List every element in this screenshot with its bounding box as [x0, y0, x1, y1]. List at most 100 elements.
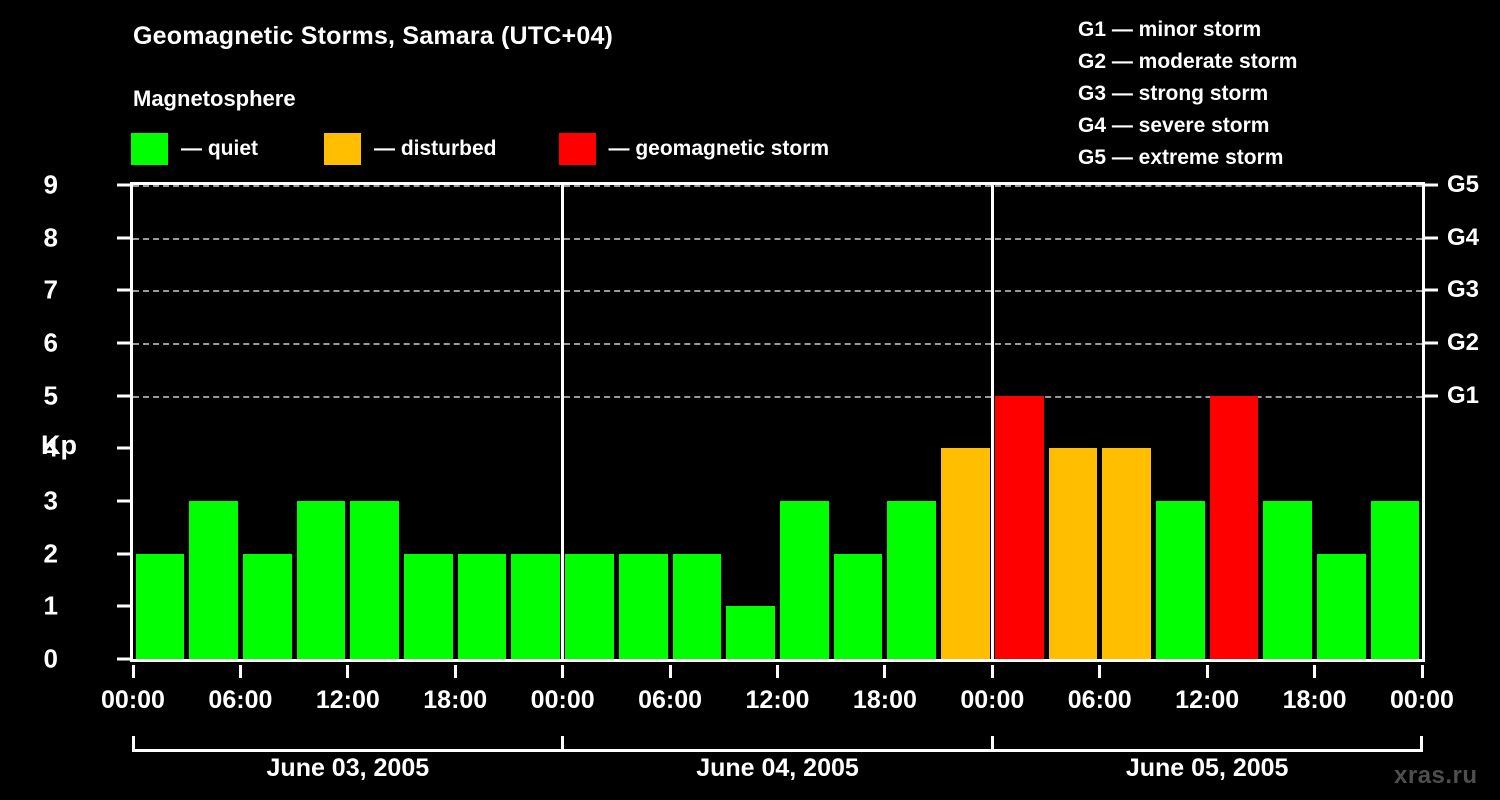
x-tick-label-2: 12:00 — [315, 686, 380, 714]
legend-swatch-storm — [558, 133, 596, 165]
x-tick-label-10: 12:00 — [1175, 686, 1240, 714]
x-tick-label-8: 00:00 — [960, 686, 1025, 714]
bar-6[interactable] — [457, 553, 507, 659]
y-tick-mark-8 — [117, 236, 130, 240]
bar-14[interactable] — [887, 501, 937, 659]
legend-heading: Magnetosphere — [133, 86, 296, 111]
x-tick-mark-5 — [668, 665, 672, 678]
x-tick-mark-10 — [1205, 665, 1209, 678]
legend-label-storm: — geomagnetic storm — [608, 137, 830, 160]
x-tick-mark-9 — [1098, 665, 1102, 678]
bar-10[interactable] — [672, 553, 722, 659]
day-label-1: June 04, 2005 — [696, 754, 859, 782]
bar-5[interactable] — [404, 553, 453, 659]
g-tick-mark-G2 — [1425, 341, 1438, 345]
y-tick-label-0: 0 — [43, 643, 58, 674]
bar-8[interactable] — [565, 553, 614, 659]
y-tick-mark-5 — [117, 394, 130, 398]
y-tick-label-5: 5 — [43, 380, 58, 411]
g-scale-legend: G1 — minor storm G2 — moderate storm G3 … — [1078, 14, 1297, 174]
bar-12[interactable] — [780, 501, 829, 659]
x-tick-label-9: 06:00 — [1067, 686, 1132, 714]
x-tick-label-5: 06:00 — [638, 686, 703, 714]
legend-label-quiet: — quiet — [181, 137, 258, 160]
y-tick-label-8: 8 — [43, 222, 58, 253]
y-tick-mark-3 — [117, 499, 130, 503]
bar-19[interactable] — [1155, 501, 1205, 659]
bar-3[interactable] — [296, 501, 346, 659]
g-tick-label-G4: G4 — [1447, 223, 1480, 251]
page-title: Geomagnetic Storms, Samara (UTC+04) — [133, 22, 614, 50]
x-tick-mark-4 — [561, 665, 565, 678]
y-tick-label-1: 1 — [43, 590, 58, 621]
bar-9[interactable] — [618, 553, 668, 659]
g-tick-label-G2: G2 — [1447, 329, 1480, 356]
bar-21[interactable] — [1263, 501, 1313, 659]
y-tick-mark-2 — [117, 552, 130, 556]
g-scale-row-g2: G2 — moderate storm — [1078, 50, 1298, 73]
y-tick-label-3: 3 — [43, 485, 58, 516]
g-tick-mark-G3 — [1425, 288, 1438, 292]
g-scale-row-g5: G5 — extreme storm — [1078, 146, 1284, 169]
x-tick-label-3: 18:00 — [423, 686, 488, 714]
x-tick-label-1: 06:00 — [208, 686, 273, 714]
plot-inner — [133, 185, 1422, 659]
y-tick-label-4: 4 — [43, 432, 58, 463]
g-tick-mark-G5 — [1425, 183, 1438, 187]
x-tick-label-7: 18:00 — [852, 686, 917, 714]
legend-item-quiet: — quiet — [131, 133, 258, 165]
watermark: xras.ru — [1394, 762, 1478, 789]
bar-2[interactable] — [242, 553, 292, 659]
g-scale-row-g3: G3 — strong storm — [1078, 82, 1269, 105]
bar-15[interactable] — [941, 448, 990, 659]
bar-4[interactable] — [350, 501, 400, 659]
x-tick-label-0: 00:00 — [101, 686, 165, 714]
bar-20[interactable] — [1209, 395, 1259, 659]
x-tick-mark-1 — [238, 665, 242, 678]
y-tick-label-6: 6 — [43, 327, 58, 358]
y-tick-mark-1 — [117, 604, 130, 608]
bar-22[interactable] — [1317, 553, 1366, 659]
x-tick-label-6: 12:00 — [745, 686, 810, 714]
bar-11[interactable] — [726, 606, 775, 659]
gridline-kp-8 — [133, 237, 1422, 240]
x-tick-mark-3 — [453, 665, 457, 678]
x-tick-mark-12 — [1420, 665, 1424, 678]
bar-23[interactable] — [1370, 501, 1420, 659]
x-tick-mark-8 — [990, 665, 994, 678]
x-tick-label-11: 18:00 — [1282, 686, 1347, 714]
y-tick-mark-4 — [117, 446, 130, 450]
g-tick-label-G3: G3 — [1447, 276, 1480, 304]
gridline-kp-9 — [133, 185, 1422, 187]
x-tick-label-12: 00:00 — [1390, 686, 1454, 714]
legend-item-storm: — geomagnetic storm — [558, 133, 830, 165]
legend-item-disturbed: — disturbed — [324, 133, 497, 165]
bar-16[interactable] — [994, 395, 1044, 659]
g-tick-mark-G1 — [1425, 394, 1438, 398]
y-tick-label-9: 9 — [43, 169, 58, 200]
g-tick-label-G1: G1 — [1447, 381, 1480, 409]
x-tick-mark-11 — [1313, 665, 1317, 678]
y-tick-mark-0 — [117, 657, 130, 661]
day-label-2: June 05, 2005 — [1125, 754, 1289, 782]
bar-0[interactable] — [135, 553, 185, 659]
bar-18[interactable] — [1102, 448, 1151, 659]
bar-13[interactable] — [833, 553, 883, 659]
legend-swatch-disturbed — [324, 133, 361, 165]
g-scale-row-g1: G1 — minor storm — [1078, 18, 1262, 41]
day-bracket-2 — [990, 736, 1424, 752]
day-separator — [990, 185, 994, 659]
bar-17[interactable] — [1048, 448, 1098, 659]
x-tick-mark-7 — [883, 665, 887, 678]
legend-swatch-quiet — [131, 133, 168, 165]
legend-label-disturbed: — disturbed — [374, 137, 497, 160]
bar-1[interactable] — [189, 501, 238, 659]
bar-7[interactable] — [511, 553, 561, 659]
day-separator — [561, 185, 565, 659]
day-label-0: June 03, 2005 — [266, 754, 430, 782]
x-tick-label-4: 00:00 — [530, 686, 595, 714]
g-tick-label-G5: G5 — [1447, 171, 1480, 198]
magnetosphere-legend: — quiet — disturbed — geomagnetic storm — [131, 133, 829, 165]
plot-area — [130, 182, 1425, 662]
